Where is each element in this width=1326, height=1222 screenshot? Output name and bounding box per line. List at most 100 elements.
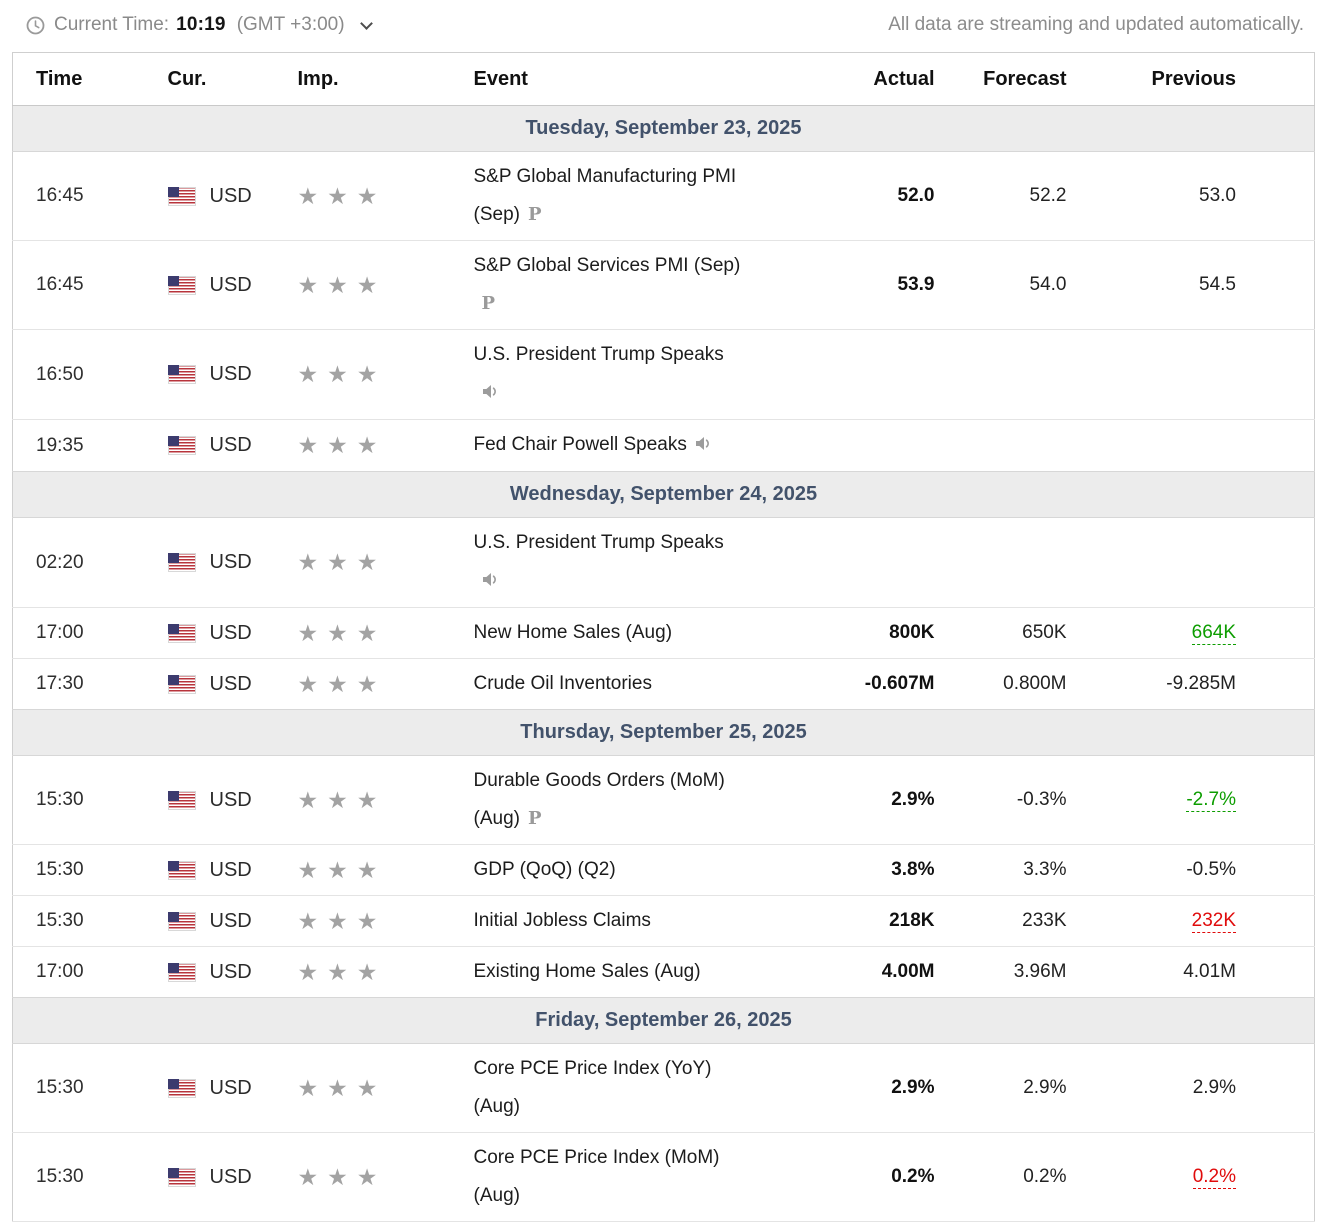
currency-cell: USD [130, 329, 263, 420]
actual-value-text: -0.607M [864, 673, 935, 694]
event-time: 16:45 [12, 151, 131, 241]
event-text: (Sep) [473, 204, 520, 225]
column-header-forecast: Forecast [939, 52, 1074, 106]
actual-value [832, 517, 940, 608]
event-name-link[interactable]: Durable Goods Orders (MoM) (Aug) P [474, 762, 833, 838]
importance-star-icon: ★ [327, 361, 348, 387]
previous-value [1073, 517, 1315, 608]
actual-value-text: 0.2% [891, 1166, 935, 1187]
event-name-link[interactable]: U.S. President Trump Speaks [474, 336, 833, 413]
event-text: Crude Oil Inventories [473, 673, 652, 694]
importance-star-icon: ★ [327, 432, 348, 458]
importance-cell: ★ ★ ★ [262, 658, 441, 710]
preliminary-icon: P [481, 293, 496, 314]
event-name-link[interactable]: Initial Jobless Claims [474, 902, 833, 940]
event-text: Core PCE Price Index (YoY) [473, 1058, 712, 1079]
event-text: U.S. President Trump Speaks [473, 532, 724, 553]
event-row[interactable]: 17:00 USD ★ ★ ★ Existing Home Sales (Aug) 4.00… [12, 946, 1315, 998]
event-time: 02:20 [12, 517, 131, 608]
us-flag-icon [167, 365, 196, 384]
event-line: New Home Sales (Aug) [474, 614, 833, 652]
event-name-link[interactable]: New Home Sales (Aug) [474, 614, 833, 652]
event-name-link[interactable]: Existing Home Sales (Aug) [474, 953, 833, 991]
forecast-value-text: 233K [1022, 910, 1067, 931]
forecast-value-text: 54.0 [1029, 274, 1067, 295]
event-name-link[interactable]: Core PCE Price Index (MoM) (Aug) [474, 1139, 833, 1215]
event-row[interactable]: 15:30 USD ★ ★ ★ Core PCE Price Index (MoM) (Au… [12, 1132, 1315, 1222]
previous-value: 0.2% [1073, 1132, 1315, 1222]
event-text: (Aug) [473, 808, 520, 829]
us-flag-icon [167, 186, 196, 206]
us-flag-icon [167, 1078, 196, 1098]
forecast-value-text: 2.9% [1023, 1077, 1067, 1098]
event-line: (Aug) [474, 1177, 833, 1215]
actual-value-text: 4.00M [881, 961, 935, 982]
event-line [474, 374, 833, 413]
event-name-link[interactable]: GDP (QoQ) (Q2) [474, 851, 833, 889]
event-name-link[interactable]: S&P Global Manufacturing PMI (Sep) P [474, 158, 833, 234]
actual-value: 3.8% [832, 844, 940, 896]
event-time: 15:30 [12, 1043, 131, 1133]
event-row[interactable]: 19:35 USD ★ ★ ★ Fed Chair Powell Speaks [12, 419, 1315, 472]
importance-star-icon: ★ [297, 1163, 319, 1190]
forecast-value: 0.2% [939, 1132, 1074, 1222]
currency-cell: USD [130, 844, 263, 896]
event-name-link[interactable]: S&P Global Services PMI (Sep) P [474, 247, 833, 323]
event-name-link[interactable]: Fed Chair Powell Speaks [474, 426, 833, 465]
event-row[interactable]: 16:50 USD ★ ★ ★ U.S. President Trump Speaks [12, 329, 1315, 420]
previous-value-text: 2.9% [1192, 1077, 1236, 1098]
event-row[interactable]: 16:45 USD ★ ★ ★ S&P Global Services PMI (Sep)… [12, 240, 1315, 330]
event-cell: U.S. President Trump Speaks [440, 517, 833, 608]
event-row[interactable]: 17:00 USD ★ ★ ★ New Home Sales (Aug) 800K 650K 6… [12, 607, 1315, 659]
previous-value-text: -0.5% [1186, 859, 1236, 880]
previous-value: 2.9% [1073, 1043, 1315, 1133]
importance-star-icon: ★ [356, 619, 378, 646]
importance-star-icon: ★ [297, 856, 319, 883]
column-header-previous: Previous [1073, 52, 1315, 106]
importance-star-icon: ★ [327, 786, 348, 813]
event-name-link[interactable]: U.S. President Trump Speaks [474, 524, 833, 601]
forecast-value-text: 0.800M [1003, 673, 1067, 694]
event-cell: GDP (QoQ) (Q2) [440, 844, 833, 896]
importance-star-icon: ★ [327, 271, 348, 298]
event-row[interactable]: 16:45 USD ★ ★ ★ S&P Global Manufacturing PMI (… [12, 151, 1315, 241]
day-header-row: Wednesday, September 24, 2025 [12, 471, 1315, 518]
event-row[interactable]: 15:30 USD ★ ★ ★ Core PCE Price Index (YoY) (Au… [12, 1043, 1315, 1133]
event-time: 17:00 [12, 607, 131, 659]
event-row[interactable]: 15:30 USD ★ ★ ★ Durable Goods Orders (MoM) (Au… [12, 755, 1315, 845]
actual-value: 218K [832, 895, 940, 947]
timezone-label: (GMT +3:00) [236, 14, 345, 35]
event-line: Initial Jobless Claims [474, 902, 833, 940]
importance-star-icon: ★ [327, 670, 348, 697]
importance-star-icon: ★ [356, 182, 378, 209]
importance-star-icon: ★ [356, 958, 378, 985]
event-row[interactable]: 15:30 USD ★ ★ ★ GDP (QoQ) (Q2) 3.8% 3.3% -0.5% [12, 844, 1315, 896]
currency-code: USD [209, 434, 252, 456]
currency-cell: USD [130, 1132, 263, 1222]
event-row[interactable]: 17:30 USD ★ ★ ★ Crude Oil Inventories -0.607M 0… [12, 658, 1315, 710]
importance-cell: ★ ★ ★ [262, 240, 441, 330]
importance-star-icon: ★ [356, 1163, 378, 1190]
event-cell: Existing Home Sales (Aug) [440, 946, 833, 998]
currency-code: USD [209, 788, 252, 811]
actual-value [832, 419, 940, 472]
event-line: GDP (QoQ) (Q2) [474, 851, 833, 889]
event-row[interactable]: 15:30 USD ★ ★ ★ Initial Jobless Claims 218K 233… [12, 895, 1315, 947]
event-cell: Fed Chair Powell Speaks [440, 419, 833, 472]
actual-value-text: 2.9% [891, 1077, 935, 1098]
actual-value-text: 2.9% [891, 789, 935, 810]
chevron-down-icon[interactable] [359, 16, 373, 30]
event-row[interactable]: 02:20 USD ★ ★ ★ U.S. President Trump Speaks [12, 517, 1315, 608]
event-name-link[interactable]: Crude Oil Inventories [474, 665, 833, 703]
day-header-label: Thursday, September 25, 2025 [12, 709, 1315, 756]
importance-star-icon: ★ [297, 182, 319, 209]
event-text: (Aug) [473, 1096, 520, 1117]
importance-star-icon: ★ [356, 670, 378, 697]
previous-value: 664K [1073, 607, 1315, 659]
actual-value-text: 53.9 [897, 274, 935, 295]
importance-star-icon: ★ [327, 1074, 348, 1101]
event-time: 15:30 [12, 895, 131, 947]
event-name-link[interactable]: Core PCE Price Index (YoY) (Aug) [474, 1050, 833, 1126]
importance-cell: ★ ★ ★ [262, 1132, 441, 1222]
previous-value [1073, 329, 1315, 420]
